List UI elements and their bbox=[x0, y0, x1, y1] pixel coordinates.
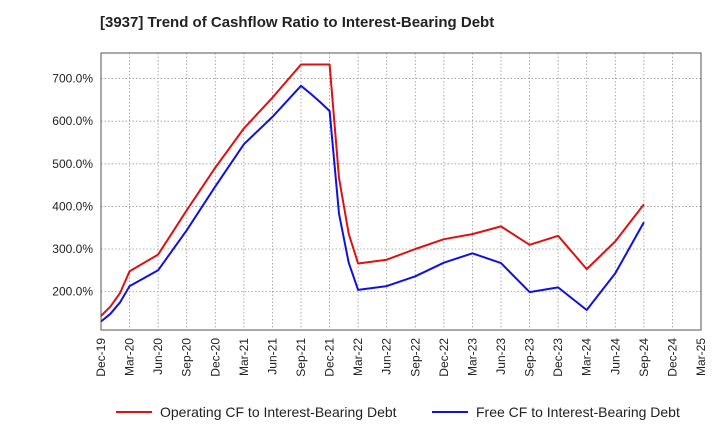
y-tick-labels: 200.0% 300.0% 400.0% 500.0% 600.0% 700.0% bbox=[52, 72, 93, 299]
plot-area-border bbox=[100, 52, 702, 331]
legend-item-free-cf: Free CF to Interest-Bearing Debt bbox=[432, 404, 680, 420]
x-tick-label: Sep-21 bbox=[294, 338, 308, 377]
series-line-free-cf bbox=[100, 84, 645, 323]
chart-title: [3937] Trend of Cashflow Ratio to Intere… bbox=[100, 14, 495, 31]
legend-label-free-cf: Free CF to Interest-Bearing Debt bbox=[476, 404, 680, 420]
y-tick-label: 600.0% bbox=[52, 114, 93, 128]
x-tick-label: Jun-21 bbox=[265, 338, 279, 375]
x-tick-label: Mar-25 bbox=[694, 338, 708, 376]
legend-swatch-operating-cf bbox=[116, 411, 152, 413]
series-lines bbox=[100, 63, 645, 323]
legend-item-operating-cf: Operating CF to Interest-Bearing Debt bbox=[116, 404, 397, 420]
x-tick-label: Mar-24 bbox=[580, 338, 594, 376]
x-tick-label: Sep-23 bbox=[523, 338, 537, 377]
x-tick-label: Sep-22 bbox=[408, 338, 422, 377]
x-tick-label: Dec-21 bbox=[323, 338, 337, 377]
y-tick-label: 300.0% bbox=[52, 242, 93, 256]
x-tick-labels: Dec-19 Mar-20 Jun-20 Sep-20 Dec-20 Mar-21 Jun-… bbox=[94, 338, 708, 377]
x-tick-label: Dec-19 bbox=[94, 338, 108, 377]
y-tick-label: 400.0% bbox=[52, 199, 93, 213]
y-tick-label: 500.0% bbox=[52, 157, 93, 171]
x-tick-label: Mar-23 bbox=[465, 338, 479, 376]
x-tick-label: Jun-24 bbox=[608, 338, 622, 375]
y-tick-label: 200.0% bbox=[52, 285, 93, 299]
x-tick-label: Dec-22 bbox=[437, 338, 451, 377]
series-line-operating-cf bbox=[100, 63, 645, 317]
x-tick-label: Sep-20 bbox=[180, 338, 194, 377]
x-tick-label: Jun-23 bbox=[494, 338, 508, 375]
x-tick-label: Sep-24 bbox=[637, 338, 651, 377]
y-tick-label: 700.0% bbox=[52, 72, 93, 86]
x-tick-label: Dec-23 bbox=[551, 338, 565, 377]
x-tick-label: Dec-20 bbox=[208, 338, 222, 377]
x-tick-label: Jun-22 bbox=[380, 338, 394, 375]
x-tick-label: Mar-20 bbox=[123, 338, 137, 376]
legend-swatch-free-cf bbox=[432, 411, 468, 413]
legend-label-operating-cf: Operating CF to Interest-Bearing Debt bbox=[160, 404, 397, 420]
x-tick-label: Mar-21 bbox=[237, 338, 251, 376]
x-tick-label: Dec-24 bbox=[665, 338, 679, 377]
x-tick-label: Mar-22 bbox=[351, 338, 365, 376]
x-tick-label: Jun-20 bbox=[151, 338, 165, 375]
plot-area-background bbox=[101, 53, 701, 330]
